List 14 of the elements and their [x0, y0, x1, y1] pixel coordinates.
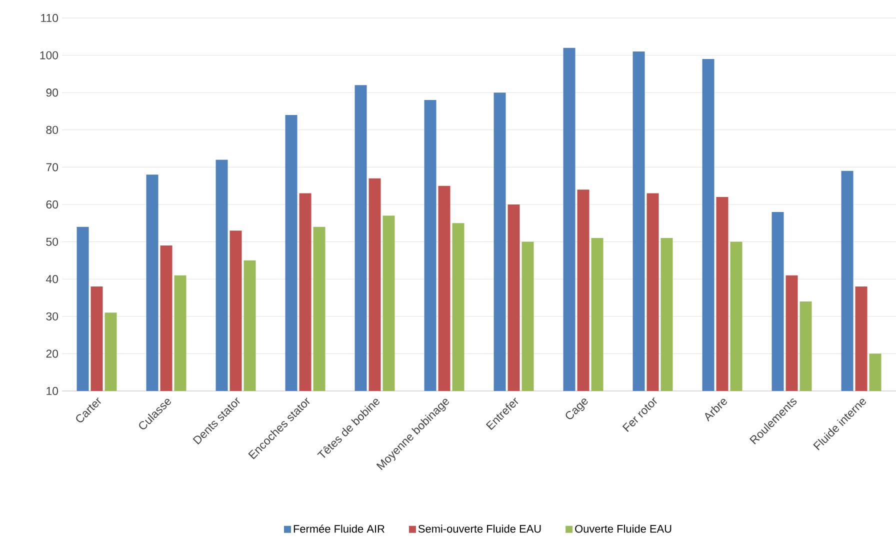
y-tick-label: 100: [40, 51, 58, 60]
y-tick-label: 60: [46, 200, 58, 209]
y-tick-label: 70: [46, 163, 58, 172]
legend-label: Ouverte Fluide EAU: [575, 524, 672, 533]
y-tick-label: 50: [46, 238, 58, 246]
legend-label: Fermée Fluide AIR: [294, 524, 384, 533]
y-tick-label: 90: [46, 88, 58, 97]
legend-label: Semi-ouverte Fluide EAU: [418, 524, 541, 533]
y-tick-label: 80: [46, 126, 58, 134]
y-tick-label: 10: [46, 386, 58, 396]
y-tick-label: 20: [46, 350, 58, 358]
y-tick-label: 40: [46, 275, 58, 284]
y-tick-label: 30: [46, 312, 58, 320]
y-tick-label: 110: [41, 14, 58, 22]
